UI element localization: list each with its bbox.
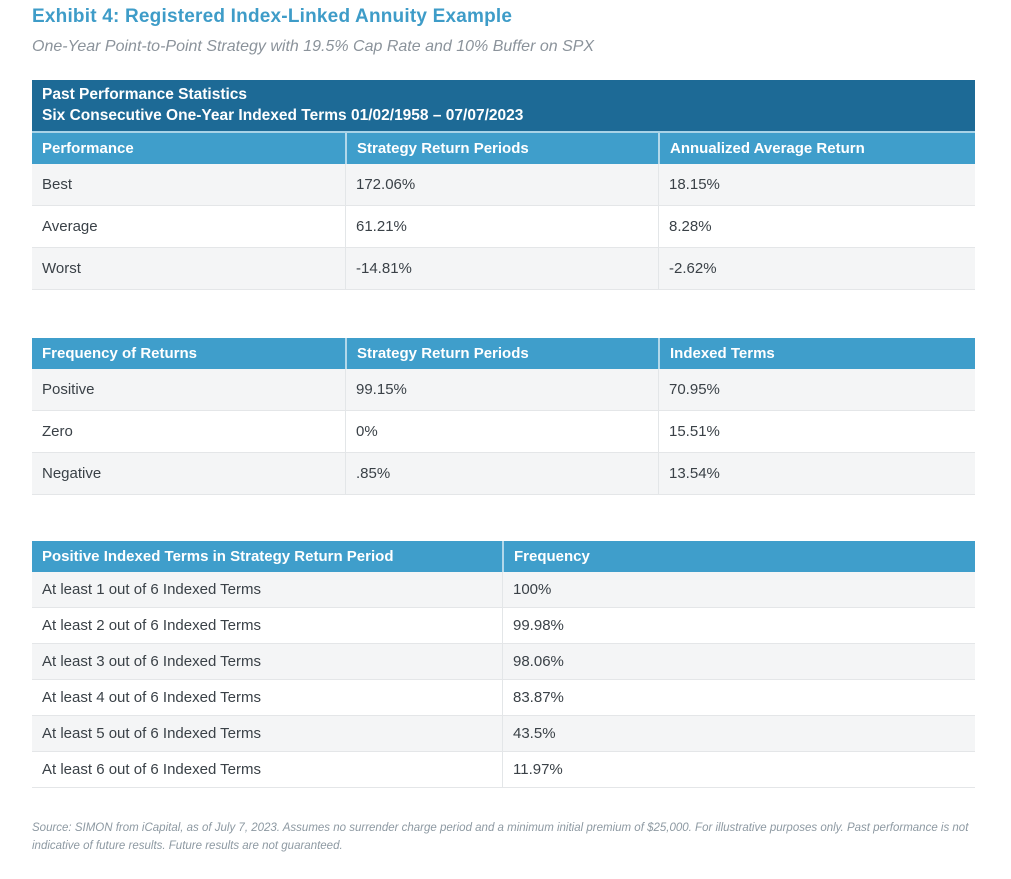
table-cell: At least 5 out of 6 Indexed Terms (42, 725, 262, 743)
column-header: Positive Indexed Terms in Strategy Retur… (42, 548, 394, 566)
table-cell: 83.87% (502, 680, 975, 716)
table-row: At least 5 out of 6 Indexed Terms 43.5% (32, 716, 975, 753)
table-cell: 18.15% (658, 164, 975, 206)
table-header-row: Positive Indexed Terms in Strategy Retur… (32, 541, 975, 573)
table-cell: At least 2 out of 6 Indexed Terms (42, 617, 262, 635)
source-note: Source: SIMON from iCapital, as of July … (32, 822, 969, 853)
exhibit-title: Exhibit 4: Registered Index-Linked Annui… (32, 6, 513, 27)
column-header: Performance (42, 140, 134, 158)
banner-line-2: Six Consecutive One-Year Indexed Terms 0… (42, 106, 524, 124)
table-cell: Zero (42, 423, 73, 441)
table-cell: 98.06% (502, 644, 975, 680)
table-row: Worst -14.81% -2.62% (32, 248, 975, 291)
table-cell: Positive (42, 381, 95, 399)
frequency-of-returns-table: Frequency of Returns Strategy Return Peri… (32, 338, 975, 496)
table-header-row: Performance Strategy Return Periods Annual… (32, 131, 975, 165)
table-cell: 43.5% (502, 716, 975, 752)
past-performance-table: Past Performance Statistics Six Consecut… (32, 80, 975, 291)
table-row: At least 6 out of 6 Indexed Terms 11.97% (32, 752, 975, 789)
table-cell: 15.51% (658, 411, 975, 453)
table-row: Negative .85% 13.54% (32, 453, 975, 496)
table-cell: .85% (345, 453, 658, 495)
table-body: At least 1 out of 6 Indexed Terms 100% At … (32, 572, 975, 789)
table-cell: 100% (502, 572, 975, 608)
column-header: Frequency of Returns (42, 345, 198, 363)
table-cell: Average (42, 218, 98, 236)
table-cell: 172.06% (345, 164, 658, 206)
table-row: At least 2 out of 6 Indexed Terms 99.98% (32, 608, 975, 645)
table-cell: 13.54% (658, 453, 975, 495)
column-header: Annualized Average Return (658, 133, 975, 165)
column-header: Indexed Terms (658, 338, 975, 370)
table-cell: 0% (345, 411, 658, 453)
table-body: Best 172.06% 18.15% Average 61.21% 8.28% Worst… (32, 164, 975, 291)
table-cell: 99.98% (502, 608, 975, 644)
positive-indexed-terms-table: Positive Indexed Terms in Strategy Retur… (32, 541, 975, 789)
table-cell: 70.95% (658, 369, 975, 411)
table-row: At least 1 out of 6 Indexed Terms 100% (32, 572, 975, 609)
table-row: At least 4 out of 6 Indexed Terms 83.87% (32, 680, 975, 717)
table-cell: 61.21% (345, 206, 658, 248)
table-cell: At least 6 out of 6 Indexed Terms (42, 761, 262, 779)
column-header: Strategy Return Periods (345, 133, 658, 165)
table-cell: Negative (42, 465, 102, 483)
table-cell: At least 1 out of 6 Indexed Terms (42, 581, 262, 599)
table-cell: At least 4 out of 6 Indexed Terms (42, 689, 262, 707)
table-row: At least 3 out of 6 Indexed Terms 98.06% (32, 644, 975, 681)
column-header: Strategy Return Periods (345, 338, 658, 370)
table-cell: Worst (42, 260, 81, 278)
table-row: Positive 99.15% 70.95% (32, 369, 975, 412)
table-banner: Past Performance Statistics Six Consecut… (32, 80, 975, 132)
table-cell: Best (42, 176, 73, 194)
table-cell: 99.15% (345, 369, 658, 411)
table-header-row: Frequency of Returns Strategy Return Peri… (32, 338, 975, 370)
banner-line-1: Past Performance Statistics (42, 86, 248, 103)
table-cell: -14.81% (345, 248, 658, 290)
table-body: Positive 99.15% 70.95% Zero 0% 15.51% Negative… (32, 369, 975, 496)
table-cell: 8.28% (658, 206, 975, 248)
table-cell: -2.62% (658, 248, 975, 290)
table-cell: 11.97% (502, 752, 975, 788)
table-row: Average 61.21% 8.28% (32, 206, 975, 249)
table-row: Best 172.06% 18.15% (32, 164, 975, 207)
exhibit-subtitle: One-Year Point-to-Point Strategy with 19… (32, 38, 595, 55)
table-row: Zero 0% 15.51% (32, 411, 975, 454)
table-cell: At least 3 out of 6 Indexed Terms (42, 653, 262, 671)
column-header: Frequency (502, 541, 975, 573)
